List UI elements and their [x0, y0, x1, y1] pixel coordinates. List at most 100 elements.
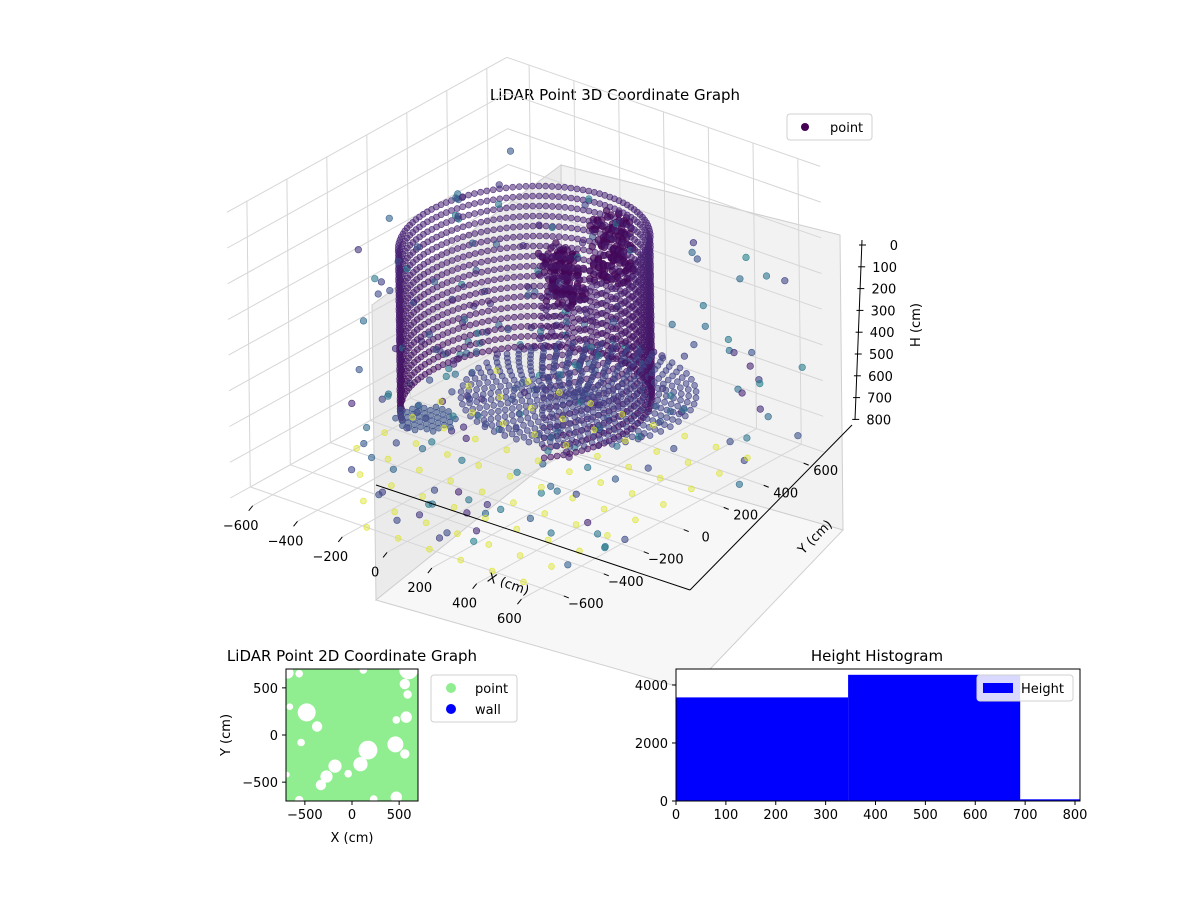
point-3d	[509, 203, 517, 211]
point-3d	[593, 530, 602, 538]
point-3d	[471, 190, 478, 197]
z-tick-label-3d: 700	[867, 392, 892, 407]
point-3d	[510, 263, 518, 271]
point-3d	[588, 391, 596, 399]
point-3d	[599, 421, 607, 429]
grid-line	[228, 235, 510, 392]
point-3d	[541, 434, 549, 442]
point-3d	[555, 213, 563, 221]
point-3d	[477, 188, 484, 196]
point-3d	[468, 370, 476, 377]
point-3d	[536, 232, 543, 240]
point-3d	[449, 412, 457, 420]
point-3d	[411, 426, 419, 434]
point-3d	[554, 435, 562, 443]
point-3d	[518, 397, 526, 405]
point-3d	[579, 186, 587, 194]
point-3d	[465, 201, 472, 209]
point-3d	[522, 193, 530, 200]
point-3d	[690, 341, 698, 349]
point-3d	[491, 316, 499, 324]
x-tick-label-3d: −200	[312, 550, 348, 565]
point-3d	[488, 422, 496, 429]
point-3d	[490, 256, 498, 264]
point-3d	[504, 325, 512, 334]
point-3d	[738, 389, 746, 397]
point-3d	[536, 262, 544, 270]
point-3d	[485, 317, 492, 325]
point-3d	[544, 332, 551, 340]
point-3d	[555, 243, 563, 250]
point-3d	[523, 243, 530, 250]
point-3d	[509, 223, 517, 231]
legend-3d: point	[786, 113, 873, 141]
point-3d	[517, 323, 525, 331]
point-3d	[530, 262, 537, 270]
point-3d	[595, 352, 603, 360]
point-3d	[418, 445, 427, 453]
point-3d	[562, 406, 570, 413]
point-3d	[517, 416, 524, 424]
point-3d	[360, 497, 367, 505]
point-3d	[504, 344, 512, 352]
point-3d	[473, 386, 480, 393]
gap-region	[400, 749, 410, 759]
point-3d	[375, 491, 383, 499]
point-3d	[554, 418, 562, 426]
point-3d	[574, 362, 582, 370]
point-3d	[563, 333, 570, 341]
point-3d	[585, 195, 593, 203]
point-3d	[568, 264, 576, 272]
point-3d	[647, 250, 654, 258]
point-3d	[484, 267, 492, 275]
point-3d	[572, 448, 580, 456]
point-3d	[603, 390, 610, 398]
point-3d	[516, 263, 524, 271]
point-3d	[530, 272, 537, 280]
point-3d	[495, 388, 502, 396]
gap-region	[390, 791, 402, 801]
point-3d	[533, 396, 541, 404]
point-3d	[478, 258, 485, 266]
point-3d	[548, 193, 556, 200]
point-3d	[501, 413, 509, 420]
point-3d	[535, 192, 543, 200]
point-3d	[647, 310, 655, 318]
point-3d	[536, 327, 545, 336]
point-3d	[483, 403, 491, 410]
grid-line	[507, 163, 822, 274]
point-3d	[543, 312, 551, 320]
point-3d	[403, 424, 411, 432]
point-3d	[448, 257, 456, 264]
point-3d	[529, 212, 537, 220]
point-3d	[530, 312, 538, 320]
point-3d	[632, 516, 639, 524]
x-tick-mark-3d	[248, 505, 254, 512]
point-3d	[561, 224, 569, 231]
point-3d	[503, 284, 511, 292]
point-3d	[449, 307, 457, 314]
point-3d	[449, 277, 456, 284]
point-3d	[574, 255, 582, 263]
legend-label-height: Height	[1021, 682, 1064, 697]
point-3d	[478, 288, 486, 296]
point-3d	[569, 403, 576, 411]
point-3d	[612, 397, 621, 405]
point-3d	[484, 297, 492, 305]
point-3d	[546, 421, 554, 428]
point-3d	[584, 445, 592, 453]
point-3d	[586, 317, 594, 325]
point-3d	[498, 372, 506, 380]
point-3d	[487, 390, 495, 397]
point-3d	[426, 376, 434, 384]
point-3d	[542, 202, 550, 210]
point-3d	[515, 183, 523, 190]
point-3d	[520, 421, 527, 429]
point-3d	[561, 204, 569, 211]
point-3d	[524, 312, 531, 320]
point-3d	[529, 182, 536, 190]
x-tick-label-histogram: 600	[963, 808, 988, 823]
point-3d	[646, 230, 654, 238]
point-3d	[481, 410, 488, 417]
x-tick-label-histogram: 400	[863, 808, 888, 823]
